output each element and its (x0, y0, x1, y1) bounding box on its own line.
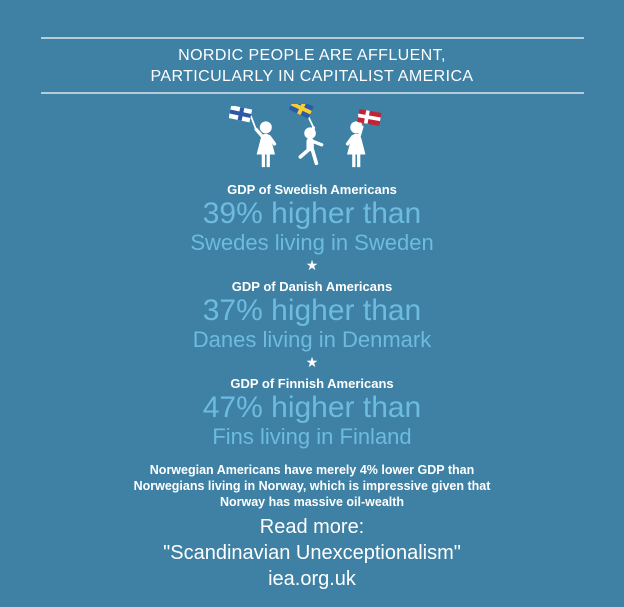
footer: Read more: "Scandinavian Unexceptionalis… (0, 514, 624, 592)
infographic-title: NORDIC PEOPLE ARE AFFLUENT, PARTICULARLY… (0, 45, 624, 87)
finland-flag-icon (229, 106, 253, 123)
title-line-2: PARTICULARLY IN CAPITALIST AMERICA (150, 68, 474, 85)
sweden-flag-icon (288, 104, 314, 119)
person-waving-sweden-flag-icon (288, 104, 324, 166)
person-waving-finland-flag-icon (229, 106, 277, 168)
website-url: iea.org.uk (268, 568, 356, 590)
woman-figure-icon (249, 115, 277, 168)
header-bottom-rule (40, 92, 584, 94)
norway-note-line-3: Norway has massive oil-wealth (219, 495, 405, 509)
norway-note-line-1: Norwegian Americans have merely 4% lower… (149, 463, 475, 477)
man-figure-icon (298, 116, 324, 166)
woman-figure-icon (345, 113, 366, 168)
stat-headline: 39% higher than (202, 197, 422, 230)
stat-headline: 47% higher than (202, 391, 422, 424)
norway-note: Norwegian Americans have merely 4% lower… (0, 462, 624, 510)
stat-comparison: Fins living in Finland (212, 424, 412, 449)
top-rule (40, 37, 584, 39)
stat-label: GDP of Danish Americans (231, 279, 393, 294)
stat-label: GDP of Swedish Americans (227, 182, 397, 197)
stat-block-finnish: GDP of Finnish Americans 47% higher than… (0, 376, 624, 449)
stat-headline: 37% higher than (202, 294, 422, 327)
figures-group (0, 104, 624, 174)
publication-title: "Scandinavian Unexceptionalism" (163, 542, 461, 564)
star-divider-icon: ★ (305, 257, 319, 273)
norway-note-line-2: Norwegians living in Norway, which is im… (133, 479, 491, 493)
read-more-label: Read more: (259, 516, 365, 538)
stat-comparison: Danes living in Denmark (192, 327, 432, 352)
stat-label: GDP of Finnish Americans (230, 376, 394, 391)
stat-comparison: Swedes living in Sweden (190, 230, 434, 255)
stat-block-swedish: GDP of Swedish Americans 39% higher than… (0, 182, 624, 255)
person-waving-denmark-flag-icon (345, 109, 382, 168)
title-line-1: NORDIC PEOPLE ARE AFFLUENT, (178, 47, 446, 64)
stat-block-danish: GDP of Danish Americans 37% higher than … (0, 279, 624, 352)
star-divider-icon: ★ (305, 354, 319, 370)
denmark-flag-icon (357, 109, 382, 126)
